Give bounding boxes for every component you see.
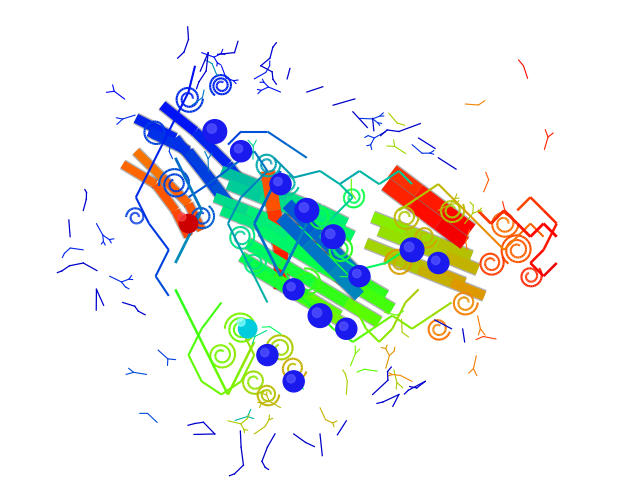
Circle shape xyxy=(239,320,257,338)
Circle shape xyxy=(237,318,245,326)
Circle shape xyxy=(234,144,243,153)
Circle shape xyxy=(312,308,322,317)
Circle shape xyxy=(321,225,345,249)
Circle shape xyxy=(283,371,304,392)
Circle shape xyxy=(257,345,278,366)
Circle shape xyxy=(431,256,440,264)
Circle shape xyxy=(207,124,216,133)
Circle shape xyxy=(349,265,370,287)
Circle shape xyxy=(295,199,319,222)
Circle shape xyxy=(287,374,295,383)
Circle shape xyxy=(179,215,198,233)
Circle shape xyxy=(308,304,332,327)
Circle shape xyxy=(203,120,227,144)
Circle shape xyxy=(270,174,291,194)
Circle shape xyxy=(339,322,348,330)
Circle shape xyxy=(353,269,361,278)
Circle shape xyxy=(178,213,186,221)
Circle shape xyxy=(274,177,282,186)
Circle shape xyxy=(299,203,308,212)
Circle shape xyxy=(428,252,449,274)
Circle shape xyxy=(287,282,295,291)
Circle shape xyxy=(400,238,424,262)
Circle shape xyxy=(230,141,252,162)
Circle shape xyxy=(336,318,357,339)
Circle shape xyxy=(260,348,269,357)
Circle shape xyxy=(283,279,304,300)
Circle shape xyxy=(326,229,335,239)
Circle shape xyxy=(404,242,414,252)
